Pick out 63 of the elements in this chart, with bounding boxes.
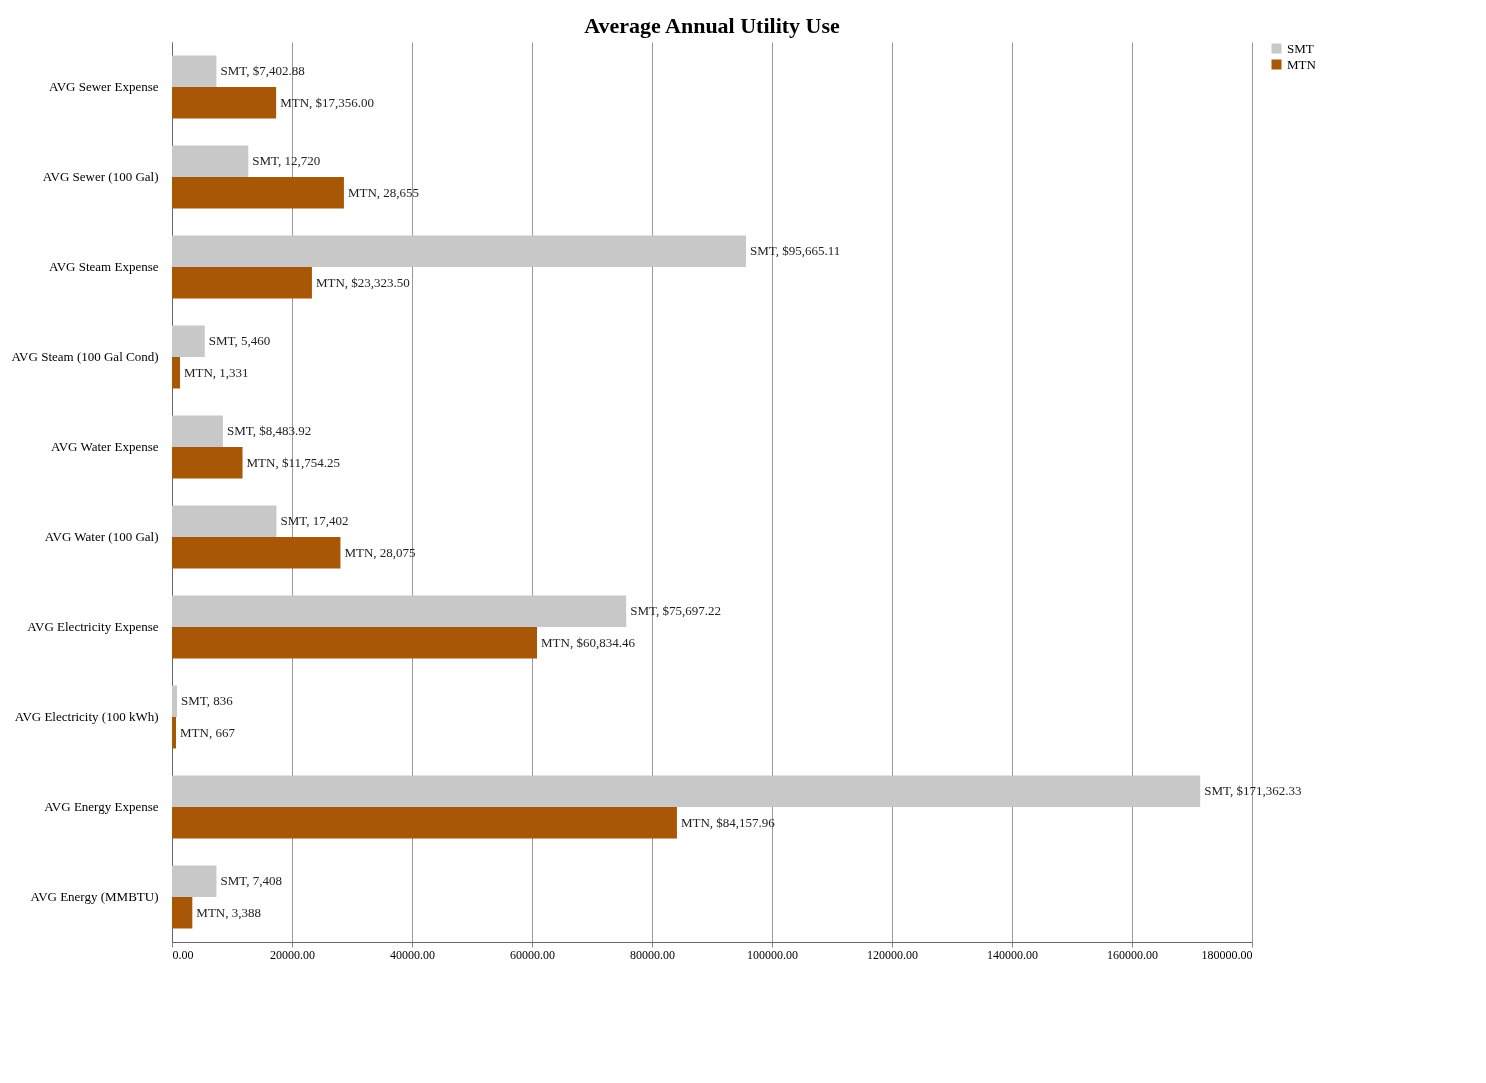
- y-tick-label: AVG Energy Expense: [44, 799, 159, 814]
- y-tick-label: AVG Steam Expense: [48, 259, 159, 274]
- bar: [172, 505, 277, 537]
- data-label: SMT, 5,460: [208, 333, 271, 349]
- bar: [172, 717, 176, 749]
- data-label: SMT, 7,408: [220, 873, 282, 889]
- x-tick-label: 20000.00: [270, 947, 315, 962]
- bar: [172, 897, 193, 929]
- bar: [172, 447, 243, 479]
- y-tick-label: AVG Water Expense: [50, 439, 159, 454]
- x-tick-label: 40000.00: [390, 947, 435, 962]
- data-label: SMT, $95,665.11: [749, 243, 841, 259]
- y-tick-label: AVG Sewer (100 Gal): [42, 169, 159, 184]
- bar: [172, 415, 223, 447]
- data-label: MTN, $60,834.46: [541, 634, 636, 650]
- bar: [172, 537, 341, 569]
- legend-label: SMT: [1287, 40, 1314, 56]
- bar: [172, 807, 677, 839]
- bar: [172, 865, 217, 897]
- data-label: MTN, 28,655: [347, 184, 420, 200]
- bar: [172, 235, 746, 267]
- bar: [172, 595, 627, 627]
- y-tick-label: AVG Energy (MMBTU): [30, 889, 159, 904]
- data-label: SMT, $7,402.88: [220, 63, 305, 79]
- legend-label: MTN: [1287, 56, 1317, 72]
- bar: [172, 627, 538, 659]
- y-tick-label: AVG Electricity Expense: [27, 619, 159, 634]
- data-label: SMT, 17,402: [280, 513, 349, 529]
- data-label: MTN, 1,331: [183, 364, 249, 380]
- y-tick-label: AVG Electricity (100 kWh): [14, 709, 159, 724]
- x-tick-label: 60000.00: [510, 947, 555, 962]
- data-label: MTN, $17,356.00: [280, 94, 375, 110]
- data-label: SMT, 12,720: [252, 153, 321, 169]
- bar: [172, 55, 217, 87]
- bar: [172, 775, 1201, 807]
- bar: [172, 87, 277, 119]
- data-label: MTN, $11,754.25: [246, 454, 340, 470]
- data-label: SMT, $171,362.33: [1204, 783, 1302, 799]
- bar: [172, 267, 312, 299]
- x-tick-label: 100000.00: [747, 947, 798, 962]
- bar: [172, 325, 205, 357]
- x-tick-label: 140000.00: [987, 947, 1038, 962]
- y-tick-label: AVG Water (100 Gal): [44, 529, 159, 544]
- y-tick-label: AVG Steam (100 Gal Cond): [11, 349, 159, 364]
- data-label: MTN, 667: [180, 724, 236, 740]
- data-label: MTN, $84,157.96: [680, 814, 776, 830]
- bar: [172, 685, 178, 717]
- x-tick-label: 120000.00: [867, 947, 918, 962]
- data-label: SMT, $8,483.92: [226, 423, 312, 439]
- y-tick-label: AVG Sewer Expense: [48, 79, 159, 94]
- data-label: SMT, $75,697.22: [630, 603, 721, 619]
- x-tick-label: 180000.00: [1201, 947, 1253, 962]
- bar: [172, 177, 344, 209]
- data-label: MTN, 28,075: [344, 544, 416, 560]
- x-tick-label: 80000.00: [630, 947, 675, 962]
- data-label: MTN, $23,323.50: [315, 274, 410, 290]
- bar: [172, 145, 249, 177]
- chart-title: Average Annual Utility Use: [584, 13, 841, 38]
- data-label: MTN, 3,388: [196, 904, 261, 920]
- data-label: SMT, 836: [181, 693, 234, 709]
- x-tick-label: 160000.00: [1107, 947, 1158, 962]
- bar: [172, 357, 180, 389]
- x-tick-label: 0.00: [172, 947, 194, 962]
